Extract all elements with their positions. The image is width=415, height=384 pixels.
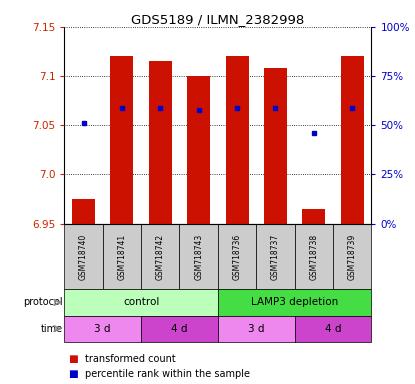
Text: 4 d: 4 d: [325, 324, 341, 334]
Bar: [141, 223, 180, 289]
Text: 3 d: 3 d: [95, 324, 111, 334]
Text: ■: ■: [68, 354, 78, 364]
Bar: [303, 209, 325, 224]
Bar: [149, 61, 172, 224]
Text: transformed count: transformed count: [85, 354, 176, 364]
Text: GSM718741: GSM718741: [117, 233, 127, 280]
Bar: [218, 289, 371, 316]
Bar: [180, 223, 218, 289]
Text: time: time: [40, 324, 62, 334]
Text: GSM718737: GSM718737: [271, 233, 280, 280]
Text: protocol: protocol: [23, 297, 62, 308]
Bar: [64, 316, 141, 342]
Bar: [295, 223, 333, 289]
Bar: [218, 316, 295, 342]
Bar: [295, 316, 371, 342]
Text: ■: ■: [68, 369, 78, 379]
Bar: [333, 223, 371, 289]
Bar: [264, 68, 287, 224]
Text: percentile rank within the sample: percentile rank within the sample: [85, 369, 250, 379]
Bar: [103, 223, 141, 289]
Text: GSM718740: GSM718740: [79, 233, 88, 280]
Bar: [226, 56, 249, 224]
Text: GSM718742: GSM718742: [156, 233, 165, 280]
Bar: [110, 56, 134, 224]
Bar: [218, 223, 256, 289]
Text: 3 d: 3 d: [248, 324, 264, 334]
Bar: [64, 289, 218, 316]
Bar: [256, 223, 295, 289]
Bar: [141, 316, 218, 342]
Text: GSM718739: GSM718739: [348, 233, 357, 280]
Bar: [72, 199, 95, 224]
Text: GSM718736: GSM718736: [232, 233, 242, 280]
Text: LAMP3 depletion: LAMP3 depletion: [251, 297, 338, 308]
Bar: [187, 76, 210, 224]
Text: GSM718743: GSM718743: [194, 233, 203, 280]
Title: GDS5189 / ILMN_2382998: GDS5189 / ILMN_2382998: [131, 13, 305, 26]
Text: 4 d: 4 d: [171, 324, 188, 334]
Bar: [341, 56, 364, 224]
Bar: [64, 223, 103, 289]
Text: control: control: [123, 297, 159, 308]
Text: GSM718738: GSM718738: [309, 233, 318, 280]
